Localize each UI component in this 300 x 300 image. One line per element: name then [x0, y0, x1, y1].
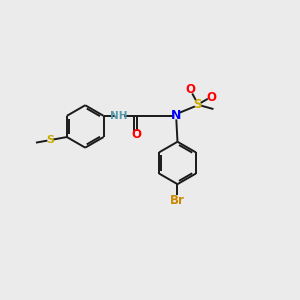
Text: O: O [206, 91, 216, 104]
Text: Br: Br [170, 194, 185, 207]
Text: N: N [171, 109, 181, 122]
Text: NH: NH [110, 111, 128, 121]
Text: S: S [47, 135, 55, 145]
Text: S: S [193, 98, 202, 111]
Text: O: O [132, 128, 142, 141]
Text: O: O [186, 83, 196, 96]
